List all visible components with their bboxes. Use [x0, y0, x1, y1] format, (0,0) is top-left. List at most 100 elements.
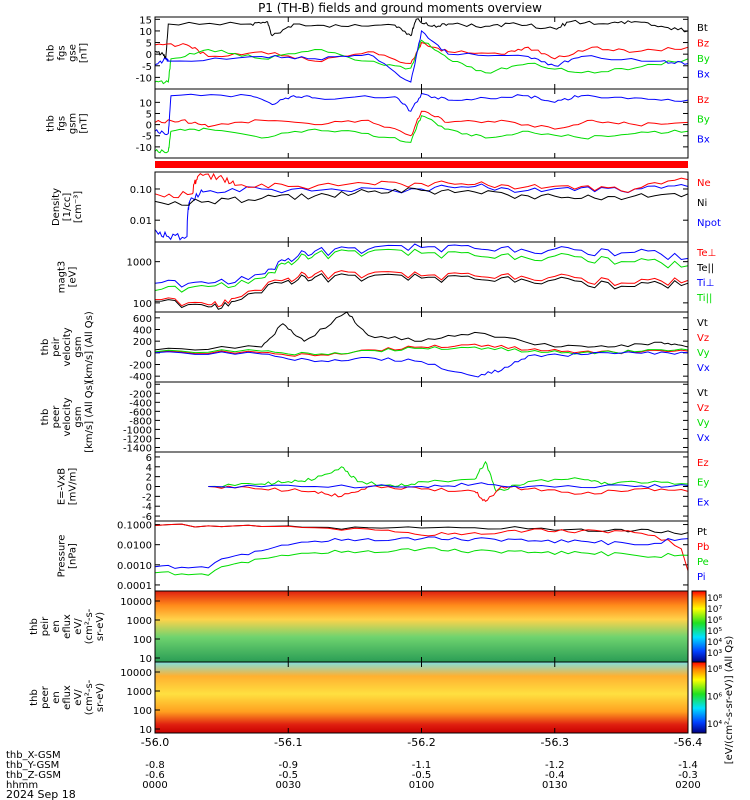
y-label: thb peer velocity gsm [km/s] (All Qs)	[40, 381, 95, 453]
x-row-value: -0.9	[278, 760, 298, 771]
series-Ne	[154, 172, 689, 199]
y-tick-label: 200	[133, 337, 152, 348]
x-row-value: -1.1	[412, 760, 432, 771]
y-label-line: peir	[51, 336, 62, 356]
y-label-line: [km/s] (All Qs)	[84, 381, 95, 453]
y-label: thb peir velocity gsm [km/s] (All Qs)	[40, 311, 95, 383]
legend-Vz: Vz	[697, 333, 709, 344]
colorbar-tick-label: 10⁴	[707, 638, 722, 648]
y-label: Density [1/cc] [cm⁻³]	[51, 188, 84, 226]
x-row-value: 0130	[542, 780, 567, 791]
y-label-line: eV/	[73, 618, 84, 635]
y-label-line: peer	[40, 685, 51, 709]
y-tick-label: 10	[139, 27, 152, 38]
x-axis-group: -56.0 -56.1 -56.2 -56.3 -56.4 thb_X-GSMthb_Y-…	[6, 736, 702, 791]
y-tick-label: 0	[146, 380, 152, 391]
series-By	[154, 115, 689, 154]
y-label-line: (cm²-s-	[84, 608, 95, 644]
x-row-value: -0.3	[678, 770, 698, 781]
series-Bx	[154, 29, 689, 83]
legend-By: By	[697, 115, 710, 126]
x-row-value: -0.5	[278, 770, 298, 781]
y-label: E=-VxB [mV/m]	[57, 468, 79, 506]
legend-Bx: Bx	[697, 134, 710, 145]
legend-Pb: Pb	[697, 542, 709, 553]
y-label-line: [eV]	[68, 267, 79, 288]
series-Bz	[154, 41, 689, 65]
y-label-line: [km/s] (All Qs)	[84, 311, 95, 383]
y-label-line: [mV/m]	[68, 468, 79, 506]
y-tick-label: 0.0010	[117, 561, 152, 572]
x-row-value: -0.6	[145, 770, 165, 781]
x-row-value: 0100	[409, 780, 434, 791]
x-row-label: hhmm	[6, 780, 38, 791]
x-row-label: thb_Z-GSM	[6, 770, 61, 781]
y-tick-label: -600	[129, 407, 152, 418]
y-tick-label: -400	[129, 398, 152, 409]
y-label-line: gse	[68, 44, 79, 62]
y-tick-label: 0.10	[130, 185, 152, 196]
y-tick-label: 1000	[127, 687, 152, 698]
y-tick-label: -5	[142, 132, 152, 143]
y-label-line: en	[51, 691, 62, 704]
y-label-line: thb	[29, 618, 40, 635]
y-tick-label: -1000	[123, 425, 152, 436]
colorbar	[691, 661, 707, 734]
legend-Vz: Vz	[697, 403, 709, 414]
legend-By: By	[697, 54, 710, 65]
legend-Pt: Pt	[697, 527, 707, 538]
x-row-value: -0.5	[412, 770, 432, 781]
y-label-line: eflux	[62, 685, 73, 710]
panel-peer_spec: 10⁸ 10⁶ 10⁴ 10000 1000 100 10 thb peer en eflux eV/…	[29, 661, 722, 736]
series-Ti⊥	[154, 243, 689, 288]
legend-Ne: Ne	[697, 178, 711, 189]
y-label: Pressure [nPa]	[57, 535, 79, 578]
panel-pressure: 0.1000 0.0100 0.0010 0.0001 Pt Pb Pe Pi Pressure…	[57, 520, 709, 592]
legend-Te⊥: Te⊥	[696, 248, 716, 259]
y-tick-label: -400	[129, 372, 152, 383]
x-row-value: 0200	[675, 780, 700, 791]
series-Ni	[154, 187, 689, 206]
y-tick-label: 10000	[120, 668, 152, 679]
y-label-line: thb	[40, 409, 51, 426]
y-tick-label: 15	[139, 15, 152, 26]
legend-Vy: Vy	[697, 348, 710, 359]
y-tick-label: 4	[146, 463, 152, 474]
y-label-line: [nT]	[79, 43, 90, 63]
y-tick-label: -2	[142, 492, 152, 503]
spectrogram-image	[155, 662, 688, 733]
y-tick-label: 10	[139, 654, 152, 665]
y-tick-label: 10000	[120, 597, 152, 608]
colorbar-tick-label: 10⁸	[707, 665, 722, 675]
y-label-line: peer	[51, 405, 62, 429]
y-label-line: [cm⁻³]	[73, 191, 84, 223]
panel-peer_velocity: 0-200-400-600-800-1000-1200-1400 Vt Vz Vy Vx…	[40, 380, 710, 454]
y-label-line: en	[51, 620, 62, 633]
y-tick-label: 0.1000	[117, 521, 152, 532]
series-Ex	[208, 482, 689, 489]
y-label-line: Density	[51, 188, 62, 226]
colorbar-tick-label: 10⁴	[707, 720, 722, 730]
y-label-line: E=-VxB	[57, 468, 68, 505]
x-row-label: thb_Y-GSM	[6, 760, 59, 771]
y-tick-label: 2	[146, 473, 152, 484]
panel-temperature: 1000 100 Te⊥ Te|| Ti⊥ Ti|| magt3 [eV]	[57, 241, 716, 313]
series-Vy	[154, 346, 689, 356]
series-Bt	[154, 18, 689, 59]
y-tick-label: 1000	[127, 616, 152, 627]
plot-title: P1 (TH-B) fields and ground moments over…	[258, 1, 542, 15]
legend-Pi: Pi	[697, 572, 706, 583]
legend-Vt: Vt	[697, 388, 708, 399]
y-tick-label: 100	[133, 299, 152, 310]
y-tick-label: -200	[129, 389, 152, 400]
y-label-line: fgs	[57, 45, 68, 60]
y-label-line: eflux	[62, 614, 73, 639]
series-Ti||	[154, 248, 689, 293]
y-tick-label: 0.0100	[117, 541, 152, 552]
series-By	[154, 39, 689, 85]
